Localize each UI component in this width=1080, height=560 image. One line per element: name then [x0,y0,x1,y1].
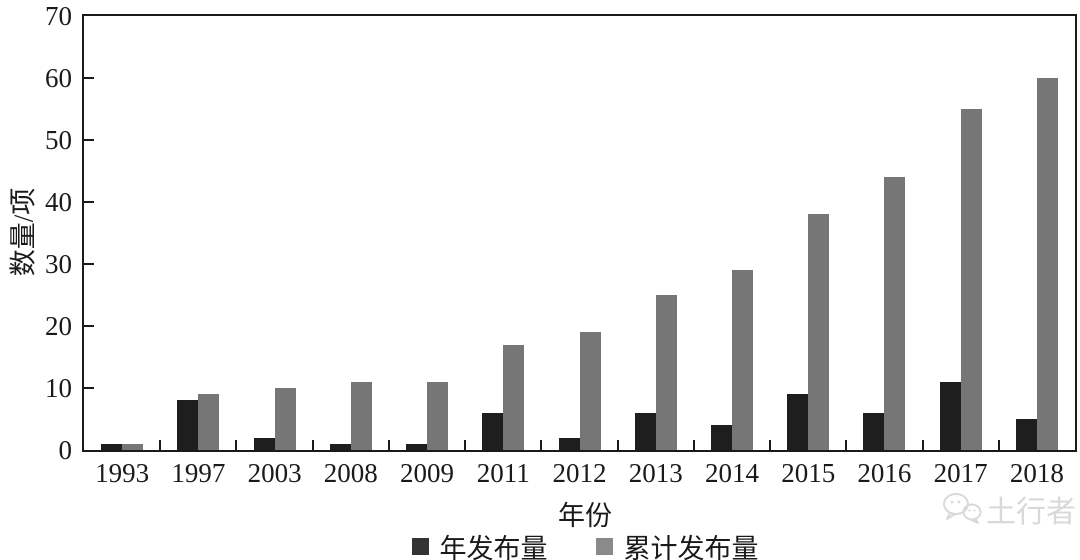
x-tick-label: 2014 [704,458,759,488]
x-tick-mark [387,440,390,450]
x-tick-mark [997,440,1000,450]
y-tick-label: 70 [45,1,72,31]
bar-cumulative [503,344,525,450]
bar-cumulative [579,332,601,450]
y-tick-mark [84,325,94,327]
legend-swatch-cumulative [595,538,613,555]
x-tick-mark [692,440,695,450]
bar-annual [787,394,809,450]
bar-annual [406,443,428,450]
bar-annual [863,412,885,450]
x-axis-title: 年份 [558,501,612,531]
bar-cumulative [122,443,144,450]
legend-item-cumulative: 累计发布量 [595,527,759,560]
x-tick-mark [845,440,848,450]
bar-cumulative [960,109,982,450]
y-tick-mark [84,77,94,79]
bar-annual [329,443,351,450]
x-tick-label: 2012 [552,458,607,488]
bar-cumulative [274,388,296,450]
bar-annual [710,425,732,450]
bar-annual [558,437,580,450]
bar-annual [177,400,199,450]
bar-cumulative [884,177,906,450]
x-tick-label: 1993 [95,458,150,488]
legend-item-annual: 年发布量 [411,527,548,560]
bar-annual [482,412,504,450]
bar-cumulative [808,214,830,450]
y-tick-mark [84,387,94,389]
legend: 年发布量 累计发布量 [90,527,1080,560]
bar-cumulative [427,381,449,450]
bar-cumulative [731,270,753,450]
y-tick-mark [84,139,94,141]
x-tick-mark [616,440,619,450]
x-tick-mark [540,440,543,450]
y-tick-label: 30 [45,249,72,279]
watermark-text: 土行者 [986,496,1076,529]
y-tick-label: 10 [45,373,72,403]
y-tick-mark [84,201,94,203]
x-tick-label: 1997 [171,458,226,488]
legend-label-cumulative: 累计发布量 [623,534,759,560]
bar-annual [101,443,123,450]
watermark: 土行者 [941,487,1076,531]
bar-cumulative [1036,78,1058,450]
legend-swatch-annual [411,538,429,555]
x-tick-mark [921,440,924,450]
x-tick-label: 2017 [933,458,988,488]
x-tick-label: 2018 [1009,458,1064,488]
bar-annual [1015,419,1037,450]
x-tick-mark [235,440,238,450]
bar-annual [634,412,656,450]
bar-annual [939,381,961,450]
x-tick-mark [311,440,314,450]
x-tick-label: 2009 [400,458,455,488]
x-tick-label: 2008 [323,458,378,488]
x-tick-label: 2011 [476,458,530,488]
y-tick-label: 20 [45,311,72,341]
x-tick-label: 2015 [781,458,836,488]
plot-area [82,14,1077,452]
bar-cumulative [198,394,220,450]
x-tick-mark [464,440,467,450]
y-tick-label: 50 [45,125,72,155]
y-tick-label: 40 [45,187,72,217]
x-tick-mark [159,440,162,450]
wechat-icon [943,493,982,524]
y-tick-label: 0 [58,435,73,465]
bar-annual [253,437,275,450]
x-tick-mark [769,440,772,450]
x-tick-label: 2013 [628,458,683,488]
legend-label-annual: 年发布量 [439,534,548,560]
y-tick-label: 60 [45,63,72,93]
bar-cumulative [350,381,372,450]
y-tick-mark [84,263,94,265]
bar-cumulative [655,295,677,450]
x-tick-label: 2003 [247,458,302,488]
x-tick-label: 2016 [857,458,912,488]
